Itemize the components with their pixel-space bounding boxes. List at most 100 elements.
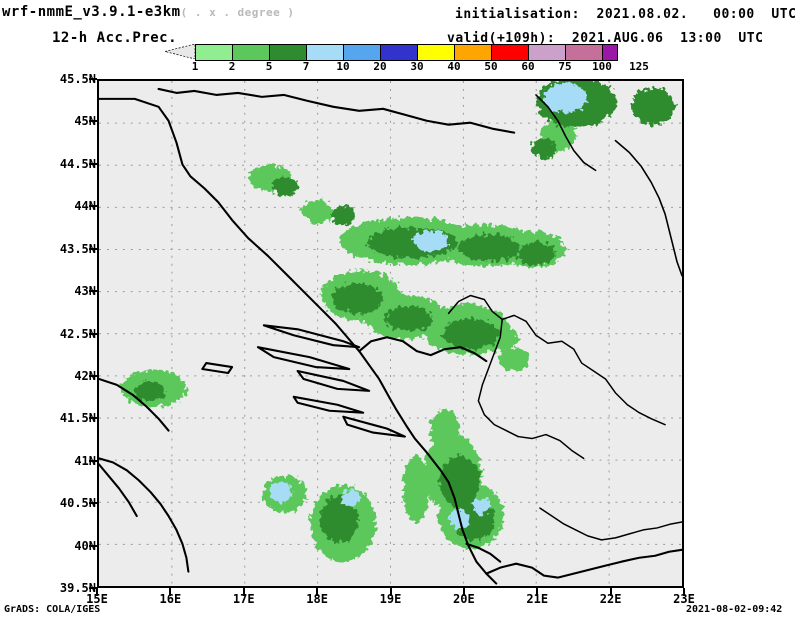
precip-cell-level-2 (498, 347, 531, 371)
colorbar-tick-5: 5 (265, 60, 273, 73)
y-axis-tick (89, 502, 97, 505)
x-axis-tick (169, 588, 172, 596)
y-axis-tick (89, 544, 97, 547)
y-axis-label-39.5N: 39.5N (59, 581, 96, 595)
precip-cell-level-5 (517, 241, 556, 266)
y-axis-label-45.5N: 45.5N (59, 72, 96, 86)
precip-cell-level-5 (442, 318, 499, 349)
x-axis-tick (96, 588, 98, 596)
field-title: 12-h Acc.Prec. (52, 30, 178, 46)
x-axis-label-15E: 15E (86, 592, 108, 606)
precip-cell-level-2 (301, 199, 334, 224)
precip-cell-level-7 (472, 498, 491, 515)
y-axis-tick (89, 78, 97, 80)
x-axis-label-18E: 18E (306, 592, 328, 606)
precip-cell-level-5 (332, 283, 384, 314)
precip-cell-level-5 (458, 234, 520, 262)
colorbar-band-75 (566, 45, 603, 60)
colorbar-tick-40: 40 (447, 60, 461, 73)
colorbar-band-7 (307, 45, 344, 60)
initialisation-time: initialisation: 2021.08.02. 00:00 UTC (455, 7, 797, 22)
y-axis-tick (89, 290, 97, 293)
y-axis-label-41.5N: 41.5N (59, 411, 96, 426)
colorbar-tick-10: 10 (336, 60, 350, 73)
precip-cell-level-5 (271, 176, 298, 197)
colorbar-band-5 (270, 45, 307, 60)
colorbar-band-2 (233, 45, 270, 60)
x-axis-tick (462, 588, 465, 596)
x-axis-label-17E: 17E (232, 592, 255, 606)
colorbar-band-20 (381, 45, 418, 60)
dimension-note: ( . x . degree ) (180, 6, 295, 19)
precip-cell-level-7 (341, 489, 360, 507)
x-axis-tick (609, 588, 612, 596)
colorbar-tick-75: 75 (558, 60, 572, 73)
colorbar-tick-7: 7 (302, 60, 310, 73)
y-axis-label-42N: 42N (74, 368, 96, 383)
y-axis-tick (89, 587, 97, 589)
coastline-and-borders (99, 87, 682, 585)
y-axis-tick (89, 459, 97, 462)
y-axis-label-43N: 43N (74, 284, 96, 299)
x-axis-tick (316, 588, 319, 596)
y-axis-tick (89, 120, 97, 123)
grads-credit: GrADS: COLA/IGES (4, 604, 101, 615)
colorbar-tick-2: 2 (228, 60, 236, 73)
colorbar-tick-1: 1 (191, 60, 199, 73)
y-axis-tick (89, 332, 97, 335)
y-axis-label-40.5N: 40.5N (59, 496, 96, 511)
x-axis-label-19E: 19E (379, 592, 402, 606)
x-axis-label-16E: 16E (159, 592, 182, 606)
colorbar-band-30 (418, 45, 455, 60)
y-axis-tick (89, 417, 97, 420)
colorbar-band-10 (344, 45, 381, 60)
colorbar-tick-20: 20 (373, 60, 387, 73)
precip-cell-level-5 (385, 305, 433, 332)
colorbar-tick-30: 30 (410, 60, 424, 73)
x-axis-tick (536, 588, 539, 596)
model-title: wrf-nmmE_v3.9.1-e3km( . x . degree ) (2, 4, 295, 20)
y-axis-label-40N: 40N (74, 538, 96, 553)
x-axis-label-20E: 20E (453, 592, 475, 606)
precip-cell-level-5 (133, 380, 167, 402)
y-axis-tick (89, 162, 97, 165)
colorbar-band-1 (196, 45, 233, 60)
y-axis-label-41N: 41N (74, 453, 96, 468)
y-axis-label-45N: 45N (74, 114, 96, 129)
colorbar-tick-60: 60 (521, 60, 535, 73)
colorbar-band-100 (603, 45, 617, 60)
colorbar-under-triangle-icon (165, 44, 195, 59)
precip-cell-level-2 (402, 455, 430, 524)
x-axis-tick (389, 588, 392, 596)
precip-cell-level-7 (269, 482, 293, 503)
colorbar-band-50 (492, 45, 529, 60)
colorbar-band-40 (455, 45, 492, 60)
colorbar-tick-100: 100 (592, 60, 612, 73)
colorbar-band-60 (529, 45, 566, 60)
y-axis-label-43.5N: 43.5N (59, 241, 96, 256)
x-axis-tick (242, 588, 245, 596)
x-axis-label-21E: 21E (526, 592, 549, 606)
precip-cell-level-5 (439, 455, 481, 507)
precip-cell-level-7 (543, 82, 588, 114)
x-axis-tick (683, 588, 685, 596)
y-axis-label-42.5N: 42.5N (59, 326, 96, 341)
x-axis-label-22E: 22E (599, 592, 622, 606)
x-axis-label-23E: 23E (673, 592, 695, 606)
y-axis-tick (89, 205, 97, 208)
precip-cell-level-5 (630, 87, 675, 125)
colorbar-tick-125: 125 (629, 60, 649, 73)
y-axis-label-44.5N: 44.5N (59, 156, 96, 171)
colorbar-tick-50: 50 (484, 60, 498, 73)
model-title-text: wrf-nmmE_v3.9.1-e3km (2, 4, 181, 20)
precip-cell-level-7 (412, 230, 449, 252)
y-axis-tick (89, 374, 97, 377)
y-axis-tick (89, 247, 97, 250)
precipitation-field (120, 81, 675, 562)
valid-time: valid(+109h): 2021.AUG.06 13:00 UTC (447, 31, 764, 46)
precip-cell-level-5 (331, 205, 355, 226)
precip-cell-level-5 (530, 138, 557, 159)
map-plot-area (97, 79, 684, 588)
y-axis-label-44N: 44N (74, 199, 96, 214)
colorbar-bands (195, 44, 618, 61)
